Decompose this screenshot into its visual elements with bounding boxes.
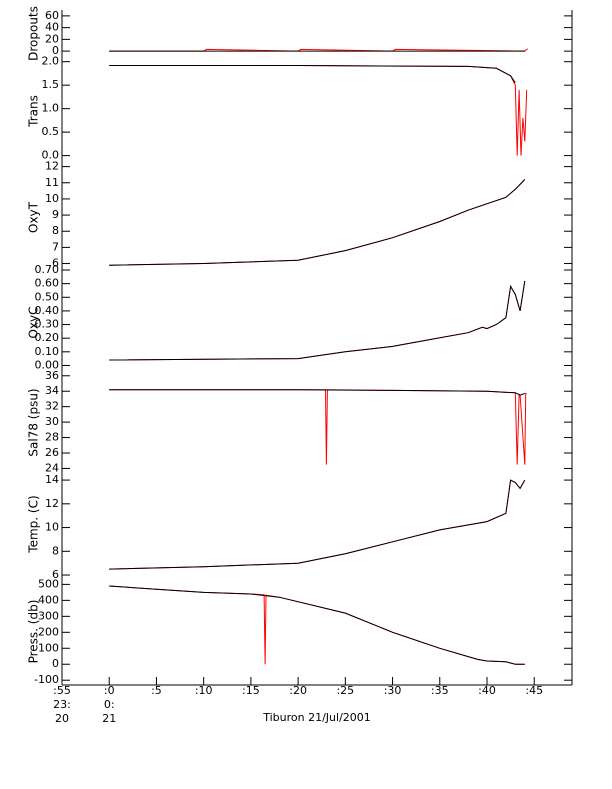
y-tick-label: 7 — [52, 240, 59, 253]
y-tick-label: 500 — [38, 577, 59, 590]
x-tick-label: :0 — [104, 684, 115, 697]
data-line — [109, 179, 526, 266]
y-tick-label: 0 — [52, 657, 59, 670]
y-tick-label: 40 — [45, 21, 59, 34]
x-tick-label: :55 — [53, 684, 71, 697]
y-tick-label: 12 — [45, 160, 59, 173]
y-tick-label: 0.70 — [35, 263, 60, 276]
y-tick-label: 0.50 — [35, 290, 60, 303]
data-line — [109, 479, 526, 570]
data-line — [109, 585, 525, 665]
data-line — [109, 65, 528, 156]
data-line — [109, 479, 526, 570]
data-line — [109, 585, 525, 665]
y-axis-title: Sal78 (psu) — [27, 388, 41, 456]
x-tick-label: :30 — [384, 684, 402, 697]
y-tick-label: 8 — [52, 224, 59, 237]
y-tick-label: 1.5 — [42, 78, 60, 91]
y-tick-label: 0 — [52, 44, 59, 57]
y-tick-label: 100 — [38, 641, 59, 654]
y-tick-label: 6 — [52, 257, 59, 270]
y-tick-label: 20 — [45, 32, 59, 45]
y-tick-label: 200 — [38, 625, 59, 638]
y-tick-label: 60 — [45, 9, 59, 22]
y-tick-label: 14 — [45, 473, 59, 486]
y-tick-label: 36 — [45, 369, 59, 382]
y-tick-label: 8 — [52, 544, 59, 557]
data-line — [109, 280, 526, 361]
y-tick-label: 10 — [45, 521, 59, 534]
y-tick-label: 11 — [45, 176, 59, 189]
x-tick-label: :45 — [525, 684, 543, 697]
y-axis-title: Press. (db) — [27, 600, 41, 664]
data-line — [109, 179, 526, 266]
x-tick-label: :35 — [431, 684, 449, 697]
x-sublabel: 0: — [104, 698, 115, 711]
y-tick-label: 1.0 — [42, 102, 60, 115]
y-tick-label: 0.10 — [35, 345, 60, 358]
y-tick-label: 0.30 — [35, 318, 60, 331]
y-tick-label: 0.00 — [35, 358, 60, 371]
y-axis-title: OxyT — [27, 201, 41, 233]
x-sublabel: 23: — [53, 698, 71, 711]
x-sublabel: 20 — [55, 712, 69, 725]
y-tick-label: 0.0 — [42, 149, 60, 162]
y-tick-label: 0.40 — [35, 304, 60, 317]
y-axis-title: Temp. (C) — [27, 495, 41, 553]
x-sublabel: 21 — [102, 712, 116, 725]
y-tick-label: 30 — [45, 415, 59, 428]
x-tick-label: :40 — [478, 684, 496, 697]
y-tick-label: 300 — [38, 609, 59, 622]
data-line — [109, 280, 526, 361]
y-tick-label: 6 — [52, 568, 59, 581]
y-axis-title: Trans — [27, 95, 41, 128]
y-tick-label: 0.60 — [35, 277, 60, 290]
x-tick-label: :10 — [195, 684, 213, 697]
data-line — [109, 48, 528, 52]
x-tick-label: :25 — [336, 684, 354, 697]
data-line — [109, 65, 516, 84]
x-tick-label: :15 — [242, 684, 260, 697]
y-tick-label: 10 — [45, 192, 59, 205]
y-tick-label: 32 — [45, 400, 59, 413]
y-tick-label: 34 — [45, 384, 59, 397]
data-line — [109, 389, 527, 465]
y-axis-title: OxyC — [27, 306, 41, 338]
data-line — [109, 389, 525, 396]
y-tick-label: 24 — [45, 461, 59, 474]
x-tick-label: :20 — [289, 684, 307, 697]
y-tick-label: 26 — [45, 446, 59, 459]
y-tick-label: 12 — [45, 497, 59, 510]
y-tick-label: 2.0 — [42, 55, 60, 68]
y-tick-label: 0.20 — [35, 331, 60, 344]
y-tick-label: -100 — [34, 673, 59, 686]
y-tick-label: 400 — [38, 593, 59, 606]
x-axis-title: Tiburon 21/Jul/2001 — [262, 711, 371, 724]
y-tick-label: 9 — [52, 208, 59, 221]
y-axis-title: Dropouts — [27, 6, 41, 61]
y-tick-label: 28 — [45, 431, 59, 444]
y-tick-label: 0.5 — [42, 125, 60, 138]
x-tick-label: :5 — [151, 684, 162, 697]
